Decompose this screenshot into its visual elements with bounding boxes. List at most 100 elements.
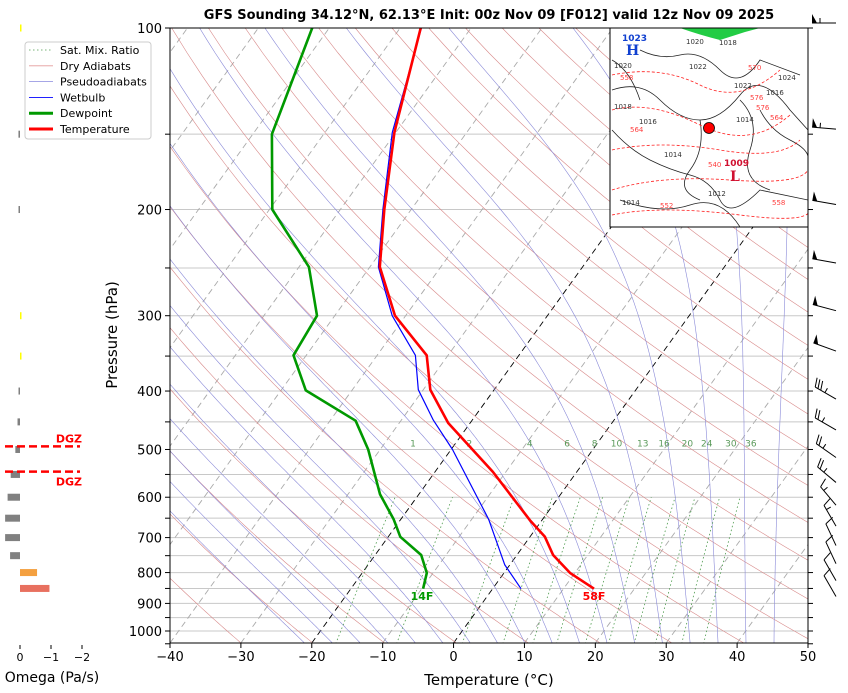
mixing-ratio-line xyxy=(655,497,696,643)
wind-barb xyxy=(815,434,837,458)
height-label: 564 xyxy=(630,126,644,134)
isotherm-line xyxy=(170,28,330,250)
isobar-label: 1012 xyxy=(708,190,726,198)
map-contour xyxy=(619,199,741,227)
isobar-label: 1022 xyxy=(734,82,752,90)
pseudoadiabat xyxy=(170,450,361,643)
isobar-label: 1020 xyxy=(614,62,632,70)
mixing-ratio-label: 1 xyxy=(410,439,416,449)
isobar-label: 1024 xyxy=(778,74,796,82)
barb-staff xyxy=(825,523,837,546)
wind-barb xyxy=(812,118,837,130)
dry-adiabat xyxy=(501,28,808,280)
isotherm-line xyxy=(170,28,472,447)
height-label: 570 xyxy=(748,64,761,72)
barb-flag xyxy=(812,118,818,128)
omega-tick-label: −2 xyxy=(74,651,90,664)
map-contour xyxy=(683,119,702,201)
isobar-label: 1018 xyxy=(614,103,632,111)
height-label: 552 xyxy=(660,202,673,210)
x-tick-label: 20 xyxy=(587,650,604,665)
omega-tick-label: 0 xyxy=(17,651,24,664)
wind-barb xyxy=(823,552,837,581)
barb-full xyxy=(823,552,831,561)
isobar-label: 1022 xyxy=(689,63,707,71)
mixing-ratio-label: 16 xyxy=(658,439,670,449)
omega-bar xyxy=(20,569,38,577)
x-tick-label: 40 xyxy=(729,650,746,665)
omega-bar xyxy=(18,130,20,138)
barb-staff xyxy=(812,199,837,206)
dry-adiabat xyxy=(170,577,242,643)
wind-barb xyxy=(814,408,837,431)
height-label: 558 xyxy=(772,199,785,207)
mixing-ratio-labels: 1 2 4 6 8 10 13 16 20 24 30 36 xyxy=(410,439,757,449)
mixing-ratio-label: 8 xyxy=(592,439,598,449)
barb-full xyxy=(820,380,824,391)
barb-full xyxy=(814,408,818,418)
pseudoadiabat xyxy=(170,205,526,643)
omega-bar xyxy=(10,470,20,478)
x-tick-label: −30 xyxy=(227,650,254,665)
height-label: 576 xyxy=(750,94,764,102)
mixing-ratio-label: 13 xyxy=(637,439,648,449)
dry-adiabat xyxy=(170,266,601,643)
mixing-ratio-line xyxy=(502,497,553,643)
pseudoadiabat xyxy=(773,28,789,643)
pseudoadiabat xyxy=(170,418,389,643)
legend-label: Dewpoint xyxy=(60,107,113,120)
dry-adiabat xyxy=(170,450,386,643)
isobar-label: 1020 xyxy=(686,38,704,46)
mixing-ratio-line xyxy=(396,497,453,643)
location-marker xyxy=(703,122,715,134)
barb-full xyxy=(823,497,831,506)
isobar-label: 1014 xyxy=(664,151,682,159)
legend-label: Temperature xyxy=(59,123,130,136)
mixing-ratio-label: 36 xyxy=(745,439,757,449)
barb-staff xyxy=(823,575,837,597)
y-tick-label: 700 xyxy=(137,532,162,547)
omega-bar xyxy=(15,445,20,453)
barb-full xyxy=(825,516,834,525)
isobar-label: 1018 xyxy=(719,39,737,47)
mixing-ratio-label: 6 xyxy=(564,439,570,449)
dry-adiabat xyxy=(428,28,808,346)
y-tick-label: 900 xyxy=(137,597,162,612)
wind-barb xyxy=(823,497,837,527)
height-contour xyxy=(611,106,791,136)
mixing-ratio-label: 20 xyxy=(682,439,694,449)
wind-barb xyxy=(825,516,837,546)
barb-flag xyxy=(812,295,818,306)
omega-bar xyxy=(17,418,20,426)
mixing-ratio-line xyxy=(703,497,741,643)
legend-label: Dry Adiabats xyxy=(60,60,131,73)
background-lines xyxy=(170,28,808,643)
omega-bar xyxy=(7,493,20,501)
high-pressure-value: 1023 xyxy=(622,34,647,44)
barb-flag xyxy=(812,191,818,202)
pseudoadiabat xyxy=(170,142,553,643)
mixing-ratio-line xyxy=(608,497,652,643)
pseudoadiabat xyxy=(170,383,416,643)
wind-barb xyxy=(814,377,837,400)
x-tick-label: −40 xyxy=(156,650,183,665)
barb-full xyxy=(818,436,823,446)
legend-label: Sat. Mix. Ratio xyxy=(60,44,140,57)
barb-full xyxy=(817,458,822,468)
omega-bar xyxy=(18,206,20,214)
wind-barb xyxy=(823,568,837,597)
wind-barb xyxy=(812,14,836,24)
omega-bar xyxy=(18,387,20,395)
temperature-line xyxy=(378,28,595,590)
y-tick-label: 600 xyxy=(137,491,162,506)
profile-lines xyxy=(270,28,595,590)
pseudoadiabat xyxy=(170,346,444,643)
omega-bar xyxy=(5,514,20,522)
height-label: 576 xyxy=(756,104,770,112)
isobar-label: 1016 xyxy=(639,118,657,126)
map-contour xyxy=(739,99,771,191)
mixing-ratio-line xyxy=(633,497,676,643)
x-tick-label: 0 xyxy=(449,650,457,665)
barb-flag xyxy=(813,334,819,345)
